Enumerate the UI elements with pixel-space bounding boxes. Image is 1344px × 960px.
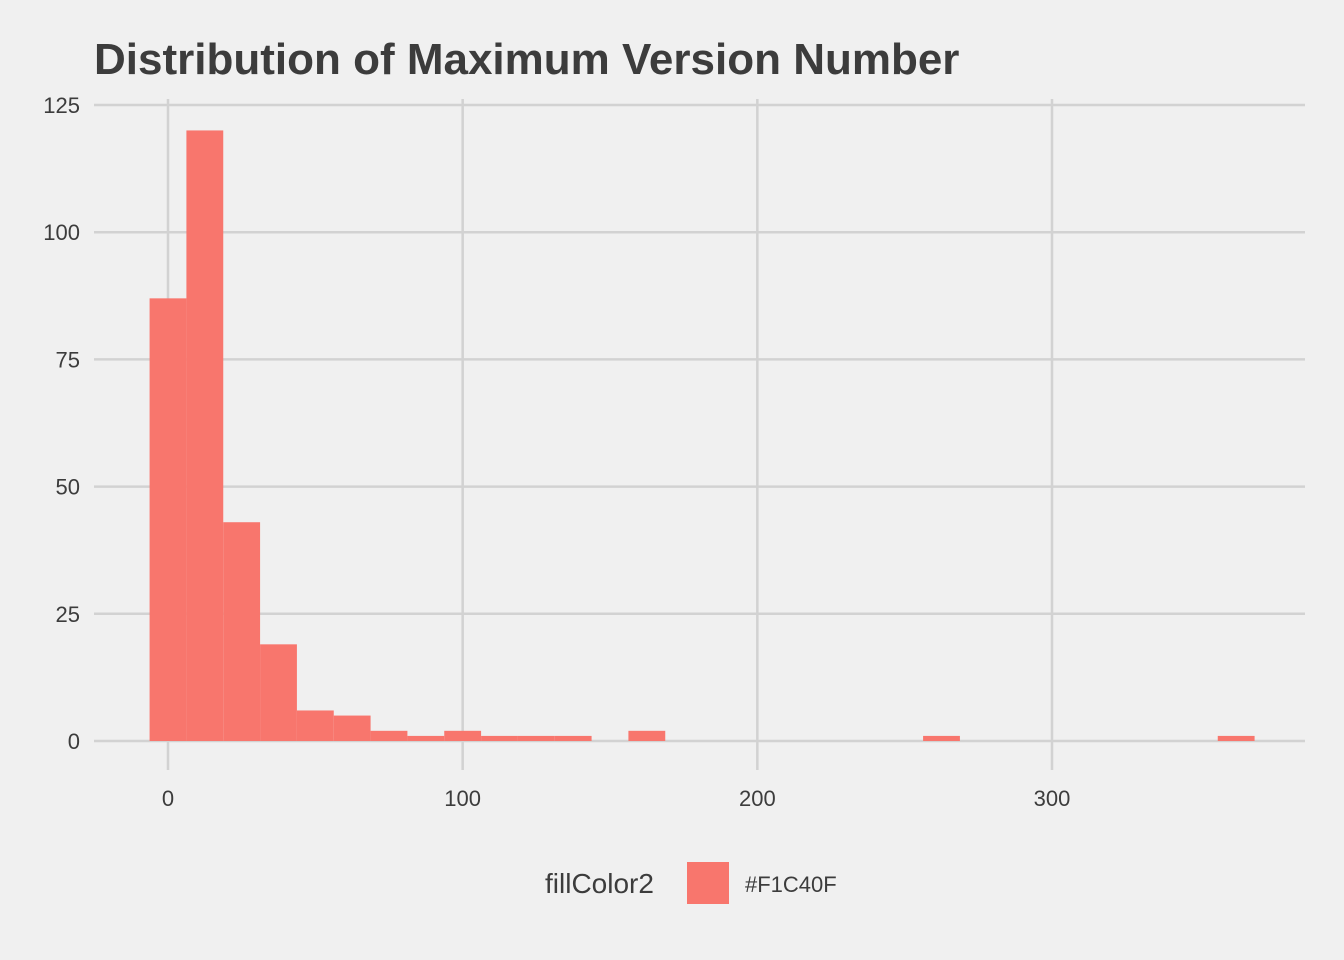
y-tick-label: 125: [43, 93, 80, 118]
histogram-bar: [407, 735, 445, 741]
legend-title: fillColor2: [545, 868, 654, 899]
x-tick-label: 200: [739, 786, 776, 811]
histogram-bars: [149, 130, 1255, 741]
x-axis-ticks: 0 100 200 300: [162, 786, 1070, 811]
grid-lines: [94, 99, 1305, 770]
x-tick-label: 100: [444, 786, 481, 811]
histogram-bar: [370, 730, 408, 741]
legend-entry-label: #F1C40F: [745, 872, 837, 897]
histogram-bar: [481, 735, 518, 741]
y-tick-label: 25: [56, 602, 80, 627]
histogram-bar: [923, 735, 960, 741]
legend: fillColor2 #F1C40F: [545, 862, 837, 904]
histogram-bar: [444, 730, 482, 741]
histogram-bar: [260, 644, 297, 741]
histogram-bar: [517, 735, 555, 741]
x-tick-label: 0: [162, 786, 174, 811]
histogram-bar: [149, 298, 187, 741]
legend-swatch: [687, 862, 729, 904]
x-tick-label: 300: [1034, 786, 1071, 811]
histogram-bar: [186, 130, 224, 741]
y-tick-label: 50: [56, 475, 80, 500]
y-axis-ticks: 0 25 50 75 100 125: [43, 93, 80, 754]
histogram-bar: [223, 522, 261, 741]
histogram-bar: [333, 715, 371, 741]
histogram-bar: [296, 710, 334, 741]
histogram-bar: [1217, 735, 1255, 741]
y-tick-label: 0: [68, 729, 80, 754]
y-tick-label: 75: [56, 347, 80, 372]
y-tick-label: 100: [43, 220, 80, 245]
chart-title: Distribution of Maximum Version Number: [94, 35, 959, 84]
histogram-bar: [554, 735, 592, 741]
histogram-bar: [628, 730, 666, 741]
